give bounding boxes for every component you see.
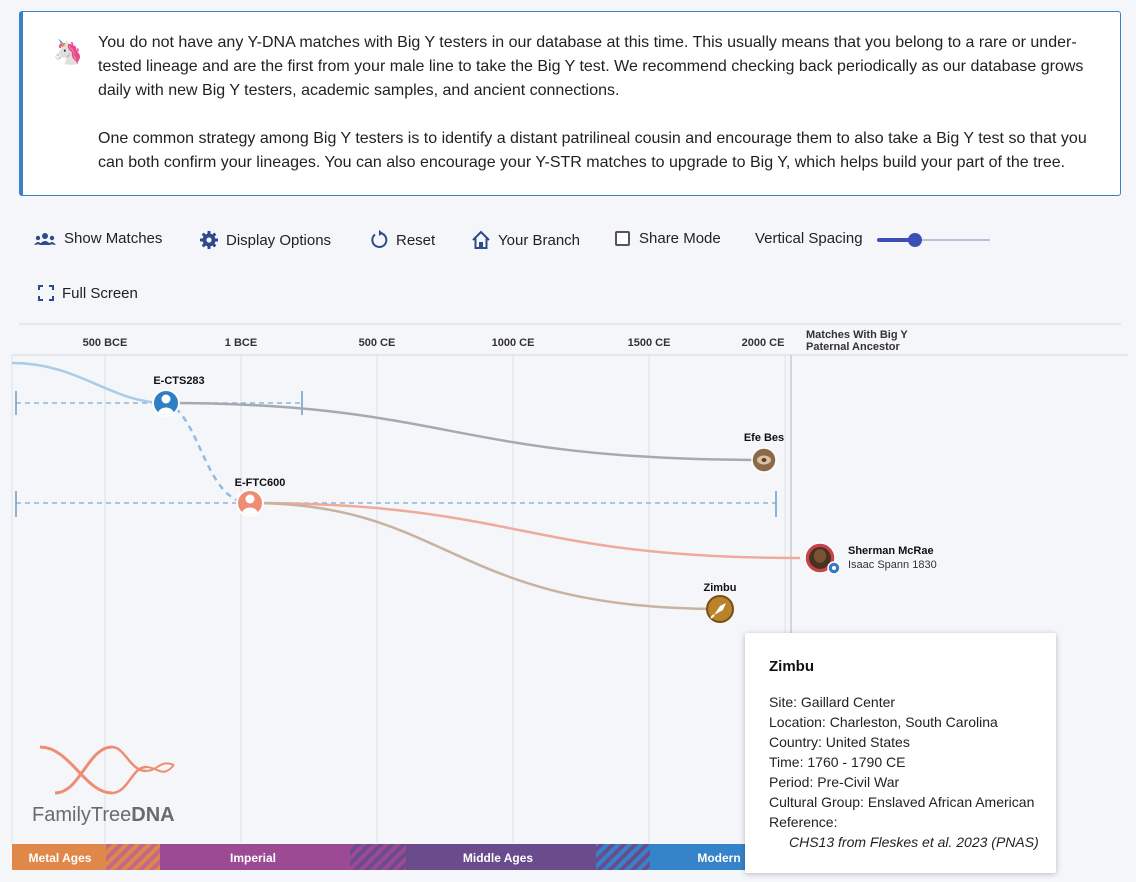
notice-paragraph-2: One common strategy among Big Y testers … xyxy=(98,130,1087,171)
match-ancestor: Isaac Spann 1830 xyxy=(848,559,937,571)
people-icon xyxy=(33,231,57,247)
era-band: Metal Ages Imperial Middle Ages Modern xyxy=(12,844,800,870)
gear-icon xyxy=(199,230,219,250)
efe-bes-label: Efe Bes xyxy=(744,432,784,444)
home-icon xyxy=(471,230,491,250)
tooltip-location: Location: Charleston, South Carolina xyxy=(769,714,998,730)
show-matches-button[interactable]: Show Matches xyxy=(33,230,162,247)
tooltip-time: Time: 1760 - 1790 CE xyxy=(769,754,906,770)
display-options-button[interactable]: Display Options xyxy=(199,230,331,250)
era-label-middle-ages: Middle Ages xyxy=(463,851,534,865)
era-transition-3 xyxy=(596,844,650,870)
axis-tick-1000ce: 1000 CE xyxy=(492,337,535,349)
axis-tick-1500ce: 1500 CE xyxy=(628,337,671,349)
match-name[interactable]: Sherman McRae xyxy=(848,545,934,557)
tooltip-cultural-group: Cultural Group: Enslaved African America… xyxy=(769,794,1035,810)
era-label-modern: Modern xyxy=(697,851,740,865)
share-mode-toggle[interactable]: Share Mode xyxy=(615,230,721,247)
vertical-spacing-label: Vertical Spacing xyxy=(755,230,863,247)
zimbu-node[interactable] xyxy=(706,595,734,623)
full-screen-button[interactable]: Full Screen xyxy=(37,284,138,302)
unicorn-icon: 🦄 xyxy=(53,38,83,66)
zimbu-label: Zimbu xyxy=(704,582,737,594)
sherman-mcrae-lineage-line xyxy=(249,501,801,560)
slider-rail xyxy=(877,239,990,241)
axis-tick-2000ce: 2000 CE xyxy=(742,337,785,349)
reset-button[interactable]: Reset xyxy=(369,230,435,250)
display-options-label: Display Options xyxy=(226,231,332,249)
share-mode-checkbox[interactable] xyxy=(615,231,630,246)
era-middle-ages xyxy=(406,844,596,870)
era-label-metal-ages: Metal Ages xyxy=(29,851,92,865)
efe-bes-node[interactable] xyxy=(751,447,777,473)
no-matches-notice: 🦄 You do not have any Y-DNA matches with… xyxy=(19,11,1121,196)
eftc600-label: E-FTC600 xyxy=(235,477,286,489)
your-branch-label: Your Branch xyxy=(498,231,581,249)
tooltip-reference: CHS13 from Fleskes et al. 2023 (PNAS) xyxy=(789,834,1039,850)
parent-lineage-line xyxy=(11,361,167,405)
tooltip-site: Site: Gaillard Center xyxy=(769,694,896,710)
timeline-chart: 500 BCE 1 BCE 500 CE 1000 CE 1500 CE 200… xyxy=(0,323,1136,882)
vertical-spacing-slider[interactable] xyxy=(877,233,990,247)
era-label-imperial: Imperial xyxy=(230,851,276,865)
axis-tick-1bce: 1 BCE xyxy=(225,337,257,349)
tooltip-reference-label: Reference: xyxy=(769,814,838,830)
svg-text:FamilyTreeDNA: FamilyTreeDNA xyxy=(32,804,175,826)
sherman-mcrae-avatar[interactable] xyxy=(804,542,841,575)
ects283-label: E-CTS283 xyxy=(153,375,204,387)
full-screen-label: Full Screen xyxy=(62,284,138,302)
slider-fill xyxy=(877,238,915,242)
ects283-node[interactable] xyxy=(152,389,180,421)
axis-tick-500bce: 500 BCE xyxy=(83,337,128,349)
tooltip-period: Period: Pre-Civil War xyxy=(769,774,900,790)
era-transition-2 xyxy=(350,844,406,870)
era-imperial xyxy=(160,844,350,870)
axis-tick-500ce: 500 CE xyxy=(359,337,396,349)
reset-label: Reset xyxy=(396,231,436,249)
zimbu-lineage-line xyxy=(249,501,721,611)
logo-text-light: FamilyTree xyxy=(32,804,131,826)
notice-paragraph-1: You do not have any Y-DNA matches with B… xyxy=(98,34,1084,99)
era-metal-ages xyxy=(12,844,106,870)
matches-header-line1: Matches With Big Y xyxy=(806,329,908,341)
show-matches-label: Show Matches xyxy=(64,230,163,247)
logo-text-bold: DNA xyxy=(131,804,174,826)
fullscreen-icon xyxy=(37,284,55,302)
reset-icon xyxy=(369,230,389,250)
slider-thumb[interactable] xyxy=(908,233,922,247)
ects283-range xyxy=(15,391,303,415)
familytreedna-logo: FamilyTreeDNA xyxy=(32,745,175,826)
your-branch-button[interactable]: Your Branch xyxy=(471,230,580,250)
era-transition-1 xyxy=(106,844,160,870)
share-mode-label: Share Mode xyxy=(639,230,721,247)
efe-bes-lineage-line xyxy=(165,401,765,462)
matches-header-line2: Paternal Ancestor xyxy=(806,341,900,353)
tooltip-country: Country: United States xyxy=(769,734,910,750)
eftc600-node[interactable] xyxy=(236,489,264,521)
grid-lines xyxy=(11,355,786,843)
zimbu-tooltip: Zimbu Site: Gaillard Center Location: Ch… xyxy=(745,633,1056,873)
tooltip-title: Zimbu xyxy=(769,658,814,675)
eftc600-range xyxy=(15,491,777,517)
